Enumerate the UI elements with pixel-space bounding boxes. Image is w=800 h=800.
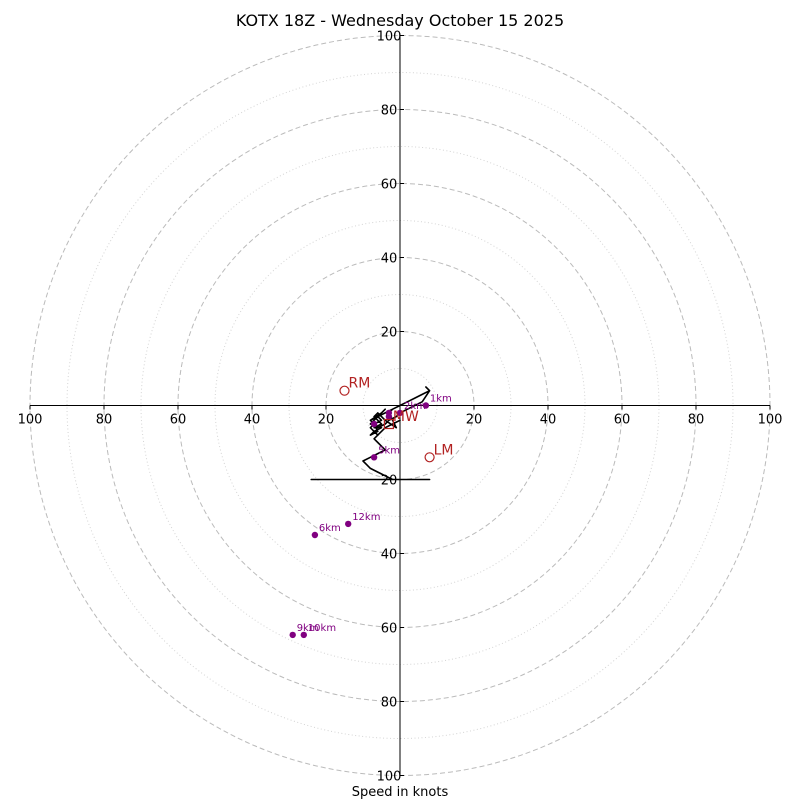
y-tick-label: 80 <box>381 696 398 711</box>
storm-motion-rm <box>339 385 350 396</box>
height-marker <box>396 409 404 417</box>
x-tick-label: 60 <box>614 413 631 428</box>
x-axis-label: Speed in knots <box>352 785 449 800</box>
height-marker-label: 1km <box>430 394 452 405</box>
height-marker-label: 12km <box>352 512 380 523</box>
storm-motion-markers: RM LM MW <box>339 376 454 463</box>
height-marker <box>422 402 430 409</box>
height-marker-label: 9km <box>297 623 319 634</box>
x-tick-label: 100 <box>18 413 43 428</box>
storm-motion-label: RM <box>349 376 371 392</box>
axis-ticks: 100 100 100 100 80 80 80 80 60 60 60 60 40 40 40 40 20 20… <box>18 30 783 785</box>
height-marker <box>370 454 378 461</box>
hodograph-trace-group <box>310 386 431 481</box>
height-marker <box>289 631 296 639</box>
chart-title: KOTX 18Z - Wednesday October 15 2025 <box>236 11 564 30</box>
height-marker <box>300 631 307 639</box>
y-tick-label: 40 <box>381 252 398 267</box>
x-tick-label: 100 <box>758 413 783 428</box>
height-marker-label: 5km <box>378 445 400 456</box>
height-marker <box>370 420 378 428</box>
height-marker-label: 10km <box>308 623 336 634</box>
height-marker <box>345 520 352 528</box>
x-tick-label: 80 <box>96 413 113 428</box>
height-marker <box>311 531 319 539</box>
x-tick-label: 20 <box>466 413 483 428</box>
storm-motion-label: MW <box>393 409 419 425</box>
x-tick-label: 40 <box>244 413 261 428</box>
x-tick-label: 80 <box>688 413 705 428</box>
storm-motion-mw <box>383 418 394 430</box>
y-tick-label: 60 <box>381 178 398 193</box>
y-tick-label: 100 <box>377 30 402 45</box>
hodograph-trace <box>310 386 431 481</box>
height-marker-label: 6km <box>319 523 341 534</box>
height-marker <box>385 413 393 420</box>
y-tick-label: 100 <box>377 770 402 785</box>
y-tick-label: 20 <box>381 326 398 341</box>
height-marker-label: 2km <box>404 401 426 412</box>
storm-motion-label: LM <box>434 442 454 458</box>
y-tick-label: 20 <box>381 474 398 489</box>
x-tick-label: 40 <box>540 413 557 428</box>
x-tick-label: 20 <box>318 413 335 428</box>
y-tick-label: 60 <box>381 622 398 637</box>
y-tick-label: 80 <box>381 104 398 119</box>
storm-motion-lm <box>424 452 435 463</box>
x-tick-label: 60 <box>170 413 187 428</box>
y-tick-label: 40 <box>381 548 398 563</box>
